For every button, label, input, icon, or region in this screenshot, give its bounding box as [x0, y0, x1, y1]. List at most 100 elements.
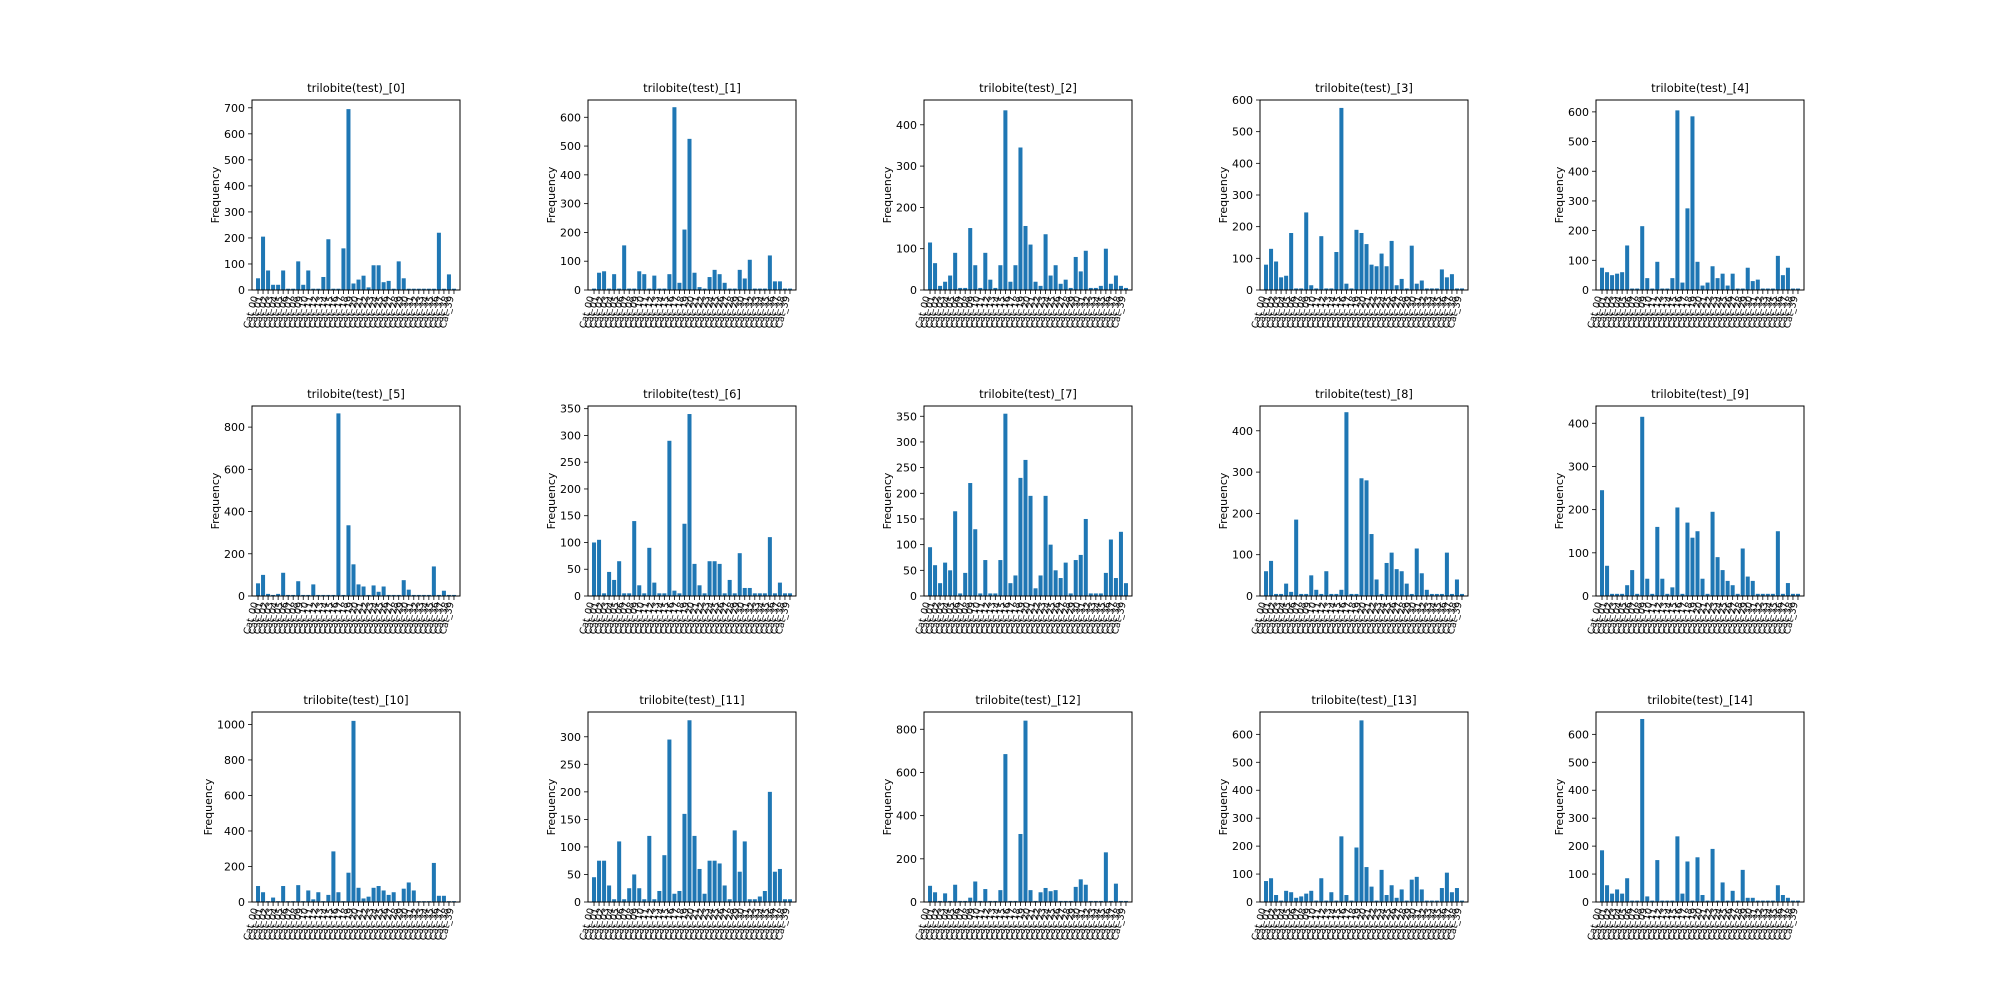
bar-7-2 — [938, 583, 943, 596]
bar-14-19 — [1695, 857, 1700, 902]
bar-11-25 — [717, 863, 722, 902]
bar-7-31 — [1083, 518, 1088, 596]
bar-1-35 — [767, 255, 772, 290]
bar-0-36 — [436, 232, 441, 290]
bar-12-1 — [933, 892, 938, 902]
bar-6-8 — [632, 521, 637, 596]
ytick-label-9-3: 300 — [1568, 460, 1589, 473]
ytick-label-0-3: 300 — [224, 206, 245, 219]
ytick-label-5-2: 400 — [224, 506, 245, 519]
bar-8-33 — [1429, 593, 1434, 596]
bar-8-27 — [1399, 571, 1404, 596]
ytick-label-4-0: 0 — [1582, 284, 1589, 297]
bar-8-20 — [1364, 480, 1369, 596]
bar-8-0 — [1264, 571, 1269, 596]
bar-3-3 — [1279, 277, 1284, 290]
bar-9-31 — [1755, 593, 1760, 596]
bar-9-2 — [1610, 593, 1615, 596]
bar-5-13 — [321, 594, 326, 596]
ytick-label-14-3: 300 — [1568, 812, 1589, 825]
bar-0-20 — [356, 279, 361, 290]
bar-7-7 — [963, 572, 968, 596]
bar-3-10 — [1314, 288, 1319, 290]
bar-5-38 — [446, 594, 451, 596]
bar-0-24 — [376, 265, 381, 290]
axes-frame-12 — [923, 711, 1133, 903]
bar-6-23 — [707, 561, 712, 596]
bar-14-25 — [1725, 900, 1730, 902]
bar-5-37 — [441, 590, 446, 596]
bar-1-12 — [652, 275, 657, 290]
bar-3-26 — [1394, 285, 1399, 290]
bar-9-19 — [1695, 531, 1700, 596]
bar-7-10 — [978, 593, 983, 596]
bar-3-22 — [1374, 266, 1379, 290]
bar-13-27 — [1399, 889, 1404, 902]
bar-2-28 — [1068, 287, 1073, 290]
y-axis-label-3: Frequency — [1217, 166, 1230, 223]
bar-14-23 — [1715, 900, 1720, 902]
ytick-label-8-4: 400 — [1232, 425, 1253, 438]
bar-1-31 — [747, 259, 752, 290]
bar-6-1 — [597, 539, 602, 596]
bar-6-21 — [697, 585, 702, 596]
bar-2-4 — [948, 275, 953, 290]
bar-7-24 — [1048, 544, 1053, 596]
bar-14-6 — [1630, 900, 1635, 902]
bar-7-18 — [1018, 477, 1023, 596]
bar-12-35 — [1103, 852, 1108, 902]
axes-frame-6 — [587, 405, 797, 597]
bar-2-21 — [1033, 281, 1038, 290]
ytick-label-11-0: 0 — [574, 896, 581, 909]
bar-14-17 — [1685, 861, 1690, 902]
bar-6-26 — [722, 593, 727, 596]
bar-7-35 — [1103, 572, 1108, 596]
bar-11-28 — [732, 830, 737, 902]
bar-3-25 — [1389, 240, 1394, 290]
bar-10-30 — [406, 882, 411, 902]
bar-0-13 — [321, 276, 326, 290]
ytick-label-5-4: 800 — [224, 421, 245, 434]
bar-8-4 — [1284, 583, 1289, 596]
bar-5-33 — [421, 594, 426, 596]
bar-2-5 — [953, 252, 958, 290]
bar-12-20 — [1028, 890, 1033, 903]
bar-8-12 — [1324, 571, 1329, 596]
bar-7-15 — [1003, 413, 1008, 596]
bar-1-10 — [642, 274, 647, 290]
bar-1-16 — [672, 107, 677, 290]
bar-14-35 — [1775, 885, 1780, 902]
bar-14-34 — [1770, 900, 1775, 902]
bar-6-7 — [627, 593, 632, 596]
ytick-label-3-3: 300 — [1232, 189, 1253, 202]
ytick-label-10-2: 400 — [224, 825, 245, 838]
ytick-label-1-0: 0 — [574, 284, 581, 297]
bar-7-3 — [943, 562, 948, 596]
bar-1-4 — [612, 274, 617, 290]
ytick-label-0-1: 100 — [224, 258, 245, 271]
y-axis-label-0: Frequency — [209, 166, 222, 223]
bar-6-10 — [642, 593, 647, 596]
bar-8-25 — [1389, 552, 1394, 596]
bar-9-10 — [1650, 593, 1655, 596]
bar-5-5 — [281, 572, 286, 596]
bar-9-36 — [1780, 593, 1785, 596]
bar-6-27 — [727, 579, 732, 596]
bar-6-37 — [777, 582, 782, 596]
y-axis-label-6: Frequency — [545, 472, 558, 529]
bar-8-30 — [1414, 548, 1419, 596]
bar-3-14 — [1334, 252, 1339, 290]
bar-7-28 — [1068, 593, 1073, 596]
bar-11-7 — [627, 888, 632, 902]
ytick-label-11-4: 200 — [560, 786, 581, 799]
bar-8-36 — [1444, 552, 1449, 596]
ytick-label-13-1: 100 — [1232, 868, 1253, 881]
bar-14-21 — [1705, 900, 1710, 902]
chart-title-0: trilobite(test)_[0] — [307, 81, 405, 95]
bar-13-13 — [1329, 892, 1334, 902]
bar-11-19 — [687, 720, 692, 902]
bar-9-14 — [1670, 587, 1675, 596]
bar-9-7 — [1635, 593, 1640, 596]
bar-9-6 — [1630, 570, 1635, 596]
bar-10-10 — [306, 890, 311, 902]
